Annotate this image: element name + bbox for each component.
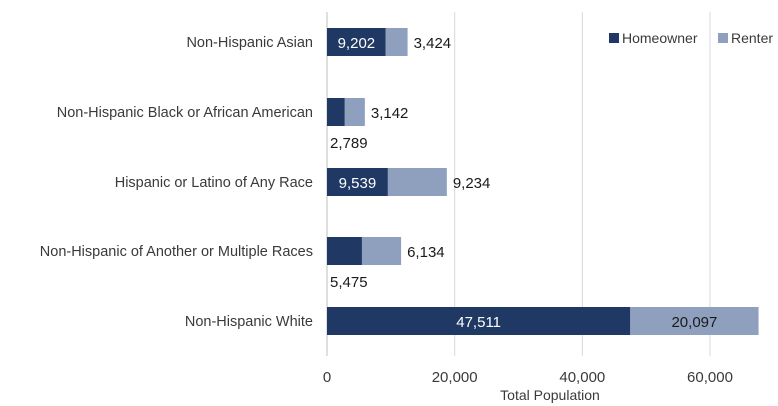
bar-homeowner-non-hispanic-asian [327, 28, 386, 56]
category-label-non-hispanic-asian: Non-Hispanic Asian [186, 35, 313, 51]
data-label-homeowner: 47,511 [456, 314, 501, 331]
bar-renter-non-hispanic-black-or-african-american [344, 98, 365, 126]
x-tick-label: 20,000 [432, 369, 478, 386]
bar-homeowner-non-hispanic-white [327, 307, 631, 335]
data-label-homeowner: 2,789 [330, 135, 368, 152]
data-label-renter: 20,097 [671, 314, 717, 331]
bar-homeowner-non-hispanic-black-or-african-american [327, 98, 345, 126]
data-label-renter: 3,424 [414, 35, 452, 52]
legend-swatch-renter [718, 33, 728, 43]
x-tick-label: 40,000 [559, 369, 605, 386]
x-tick-label: 0 [323, 369, 331, 386]
x-axis-tick-labels: 0 20,000 40,000 60,000 [323, 369, 733, 386]
data-label-homeowner: 9,202 [338, 35, 376, 52]
x-tick-label: 60,000 [687, 369, 733, 386]
data-label-renter: 9,234 [453, 175, 491, 192]
legend-swatch-homeowner [609, 33, 619, 43]
legend-label-renter: Renter [731, 30, 773, 46]
category-label-non-hispanic-of-another-or-multiple-races: Non-Hispanic of Another or Multiple Race… [40, 244, 313, 260]
data-label-homeowner: 5,475 [330, 274, 368, 291]
x-axis-title: Total Population [500, 387, 600, 403]
bar-renter-non-hispanic-asian [385, 28, 408, 56]
category-label-hispanic-or-latino-of-any-race: Hispanic or Latino of Any Race [115, 175, 313, 191]
bar-homeowner-non-hispanic-of-another-or-multiple-races [327, 237, 362, 265]
bar-renter-non-hispanic-of-another-or-multiple-races [361, 237, 402, 265]
data-label-renter: 6,134 [407, 244, 445, 261]
legend: Homeowner Renter [609, 30, 773, 46]
bar-homeowner-hispanic-or-latino-of-any-race [327, 168, 388, 196]
category-labels: Non-Hispanic Asian Non-Hispanic Black or … [40, 35, 313, 330]
data-label-renter: 3,142 [371, 105, 409, 122]
category-label-non-hispanic-black-or-african-american: Non-Hispanic Black or African American [57, 105, 313, 121]
bars [327, 28, 759, 335]
category-label-non-hispanic-white: Non-Hispanic White [185, 314, 313, 330]
bar-renter-hispanic-or-latino-of-any-race [387, 168, 447, 196]
bar-renter-non-hispanic-white [630, 307, 759, 335]
data-label-homeowner: 9,539 [339, 175, 377, 192]
legend-label-homeowner: Homeowner [622, 30, 698, 46]
